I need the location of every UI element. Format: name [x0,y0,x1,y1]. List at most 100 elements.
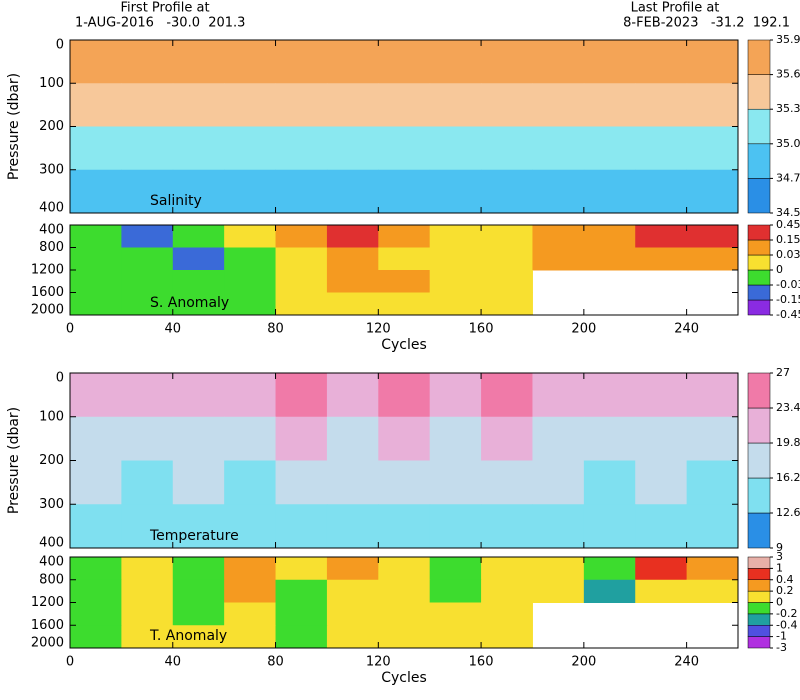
heat-cell [686,557,738,581]
x-tick-label: 80 [267,322,284,337]
heat-cell [686,169,738,213]
heat-cell [121,83,174,127]
heat-cell [532,247,585,271]
y-tick-label: 100 [39,409,64,424]
heat-cell [70,416,122,461]
heat-cell [378,270,431,293]
heat-cell [70,579,122,603]
heat-cell [224,169,277,213]
colorbar-band [747,636,771,649]
heat-cell [121,602,174,626]
y-tick-label: 2000 [31,303,64,318]
heat-cell [275,557,328,581]
heat-cell [275,373,328,418]
heat-cell [429,504,482,548]
heat-cell [326,602,379,626]
panel-label: Temperature [149,528,239,544]
heat-cell [532,126,585,171]
panel-label: S. Anomaly [150,295,229,311]
heat-cell [378,126,431,171]
heat-cell [172,504,225,548]
heat-cell [121,579,174,603]
heat-cell [378,557,431,581]
heat-cell [686,83,738,127]
heat-cell [686,373,738,418]
heat-cell [481,40,533,84]
heat-cell [583,557,636,581]
x-tick-label: 40 [164,655,181,670]
heat-cell [378,247,431,271]
heat-cell [583,225,636,248]
heat-cell [686,126,738,171]
heat-cell [378,460,431,505]
colorbar-band [747,269,771,286]
colorbar-label: 0.03 [776,248,800,261]
colorbar-band [747,178,771,214]
heat-cell [326,292,379,315]
heat-cell [481,416,533,461]
heat-cell [326,169,379,213]
heat-cell [275,292,328,315]
colorbar-band [747,407,771,444]
colorbar-label: 0.4 [776,573,794,586]
colorbar-label: -3 [776,641,787,654]
colorbar-band [747,74,771,110]
heat-cell [275,225,328,248]
heat-cell [583,504,636,548]
colorbar-label: 0.45 [776,218,800,231]
heat-cell [275,579,328,603]
heat-cell [532,169,585,213]
heat-cell [121,625,174,648]
colorbar-band [747,613,771,626]
heat-cell [429,247,482,271]
colorbar-label: 35.06 [776,137,800,150]
x-tick-label: 200 [571,655,596,670]
y-tick-label: 400 [39,201,64,216]
x-tick-label: 0 [66,655,74,670]
heat-cell [532,225,585,248]
heat-cell [686,416,738,461]
heat-cell [686,460,738,505]
y-tick-label: 300 [39,162,64,177]
heat-cell [429,225,482,248]
heat-cell [224,579,277,603]
colorbar-label: -0.45 [776,308,800,321]
colorbar-label: 0.2 [776,584,794,597]
heat-cell [70,247,122,271]
heat-cell [583,373,636,418]
heat-cell [121,225,174,248]
heat-cell [70,625,122,648]
heat-cell [326,247,379,271]
heat-cell [275,126,328,171]
heat-cell [583,40,636,84]
heat-cell [378,504,431,548]
colorbar-label: 3 [776,550,783,563]
colorbar-label: -0.4 [776,618,797,631]
colorbar-label: 35.34 [776,102,800,115]
heat-cell [121,126,174,171]
heat-cell [224,625,277,648]
heatmap [70,557,738,648]
colorbar-label: 12.6 [776,506,800,519]
heat-cell [481,504,533,548]
heat-cell [583,169,636,213]
y-tick-label: 800 [39,572,64,587]
heat-cell [224,270,277,293]
heat-cell [224,292,277,315]
heat-cell [275,416,328,461]
heat-cell [70,460,122,505]
heat-cell [481,292,533,315]
x-tick-label: 160 [469,322,494,337]
heat-cell [121,270,174,293]
heat-cell [121,40,174,84]
heat-cell [70,270,122,293]
y-tick-label: 400 [39,555,64,570]
colorbar-band [747,143,771,179]
y-tick-label: 1200 [31,263,64,278]
heat-cell [224,557,277,581]
heat-cell [635,504,688,548]
heat-cell [481,602,533,626]
heat-cell [635,40,688,84]
heat-cell [70,40,122,84]
colorbar-band [747,224,771,241]
